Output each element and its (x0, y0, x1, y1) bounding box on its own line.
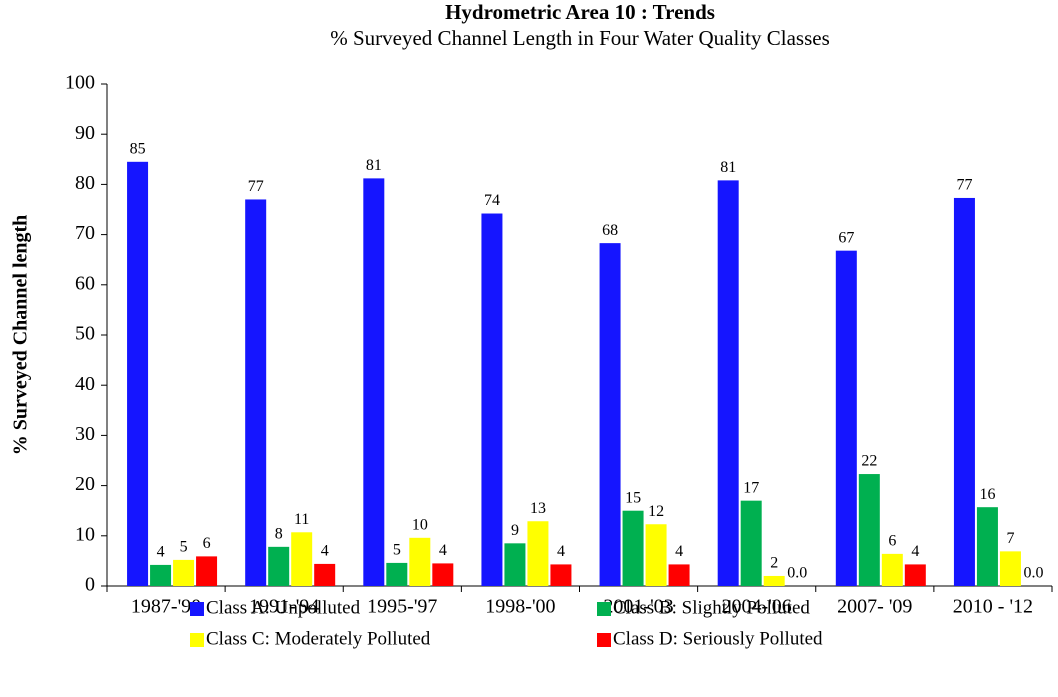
value-label: 16 (979, 486, 995, 503)
legend-swatch (597, 633, 611, 647)
y-tick-label: 70 (75, 222, 95, 244)
bar (386, 562, 408, 586)
value-label: 7 (1006, 530, 1014, 547)
value-label: 4 (911, 543, 919, 560)
x-tick-label: 1991-'94 (249, 596, 319, 618)
bar (196, 556, 218, 586)
value-label: 8 (275, 526, 283, 543)
value-label: 77 (248, 178, 264, 195)
value-label: 2 (770, 555, 778, 572)
bar (268, 546, 290, 586)
value-label: 22 (861, 453, 877, 470)
y-tick-label: 80 (75, 172, 95, 194)
bar (481, 213, 503, 587)
value-label: 6 (888, 533, 896, 550)
chart-subtitle: % Surveyed Channel Length in Four Water … (330, 26, 830, 50)
legend-label: Class C: Moderately Polluted (206, 628, 431, 649)
y-tick-label: 0 (85, 574, 95, 596)
value-label: 4 (675, 543, 683, 560)
value-label: 12 (648, 503, 664, 520)
bar (173, 559, 195, 586)
y-tick-label: 40 (75, 373, 95, 395)
y-tick-label: 10 (75, 523, 95, 545)
value-label: 81 (366, 157, 382, 174)
value-label: 68 (602, 222, 618, 239)
x-tick-label: 2007- '09 (837, 596, 912, 618)
value-label: 81 (720, 159, 736, 176)
y-tick-label: 100 (65, 72, 95, 94)
bar (432, 563, 454, 586)
bar (740, 500, 762, 586)
value-label: 0.0 (1023, 565, 1043, 582)
legend-label: Class D: Seriously Polluted (613, 628, 823, 649)
bar (127, 161, 149, 586)
x-tick-label: 1987-'90 (131, 596, 201, 618)
bar (527, 521, 549, 586)
value-label: 4 (321, 543, 329, 560)
bar (999, 551, 1021, 586)
bar (150, 564, 172, 586)
value-label: 0.0 (787, 565, 807, 582)
legend-swatch (190, 602, 204, 616)
legend-swatch (190, 633, 204, 647)
bar (314, 563, 336, 586)
legend-label: Class A: Unpolluted (206, 597, 361, 618)
y-tick-label: 20 (75, 473, 95, 495)
value-label: 67 (838, 229, 854, 246)
bar (245, 199, 267, 586)
x-tick-label: 2010 - '12 (953, 596, 1033, 618)
bar (953, 197, 975, 587)
bar (881, 553, 903, 586)
value-label: 11 (294, 511, 309, 528)
value-label: 5 (180, 539, 188, 556)
x-tick-label: 2004-'06 (722, 596, 792, 618)
y-tick-label: 30 (75, 423, 95, 445)
value-label: 4 (439, 542, 447, 559)
value-label: 74 (484, 192, 500, 209)
bar (504, 543, 526, 586)
value-label: 10 (412, 516, 428, 533)
value-label: 15 (625, 489, 641, 506)
bar (717, 180, 739, 586)
bar (858, 474, 880, 586)
value-label: 4 (557, 543, 565, 560)
value-label: 77 (956, 177, 972, 194)
x-tick-label: 2001-'03 (603, 596, 673, 618)
y-tick-label: 50 (75, 323, 95, 345)
x-tick-label: 1998-'00 (485, 596, 555, 618)
legend-swatch (597, 602, 611, 616)
bar (291, 532, 313, 586)
value-label: 6 (203, 535, 211, 552)
value-label: 9 (511, 522, 519, 539)
bar (599, 243, 621, 586)
bar (904, 564, 926, 586)
value-label: 5 (393, 542, 401, 559)
bar (976, 507, 998, 586)
value-label: 13 (530, 500, 546, 517)
bar (622, 510, 644, 586)
x-tick-label: 1995-'97 (367, 596, 437, 618)
bar (363, 178, 385, 586)
bar (668, 564, 690, 586)
bar (645, 524, 667, 586)
chart-title: Hydrometric Area 10 : Trends (445, 0, 715, 24)
value-label: 17 (743, 479, 759, 496)
y-axis-title: % Surveyed Channel length (10, 215, 32, 456)
bar (763, 575, 785, 586)
value-label: 85 (130, 140, 146, 157)
legend-label: Class B: Slightly Polluted (613, 597, 810, 618)
y-tick-label: 90 (75, 122, 95, 144)
bar (409, 537, 431, 586)
y-tick-label: 60 (75, 272, 95, 294)
bar (835, 250, 857, 586)
bar (550, 564, 572, 586)
value-label: 4 (157, 544, 165, 561)
